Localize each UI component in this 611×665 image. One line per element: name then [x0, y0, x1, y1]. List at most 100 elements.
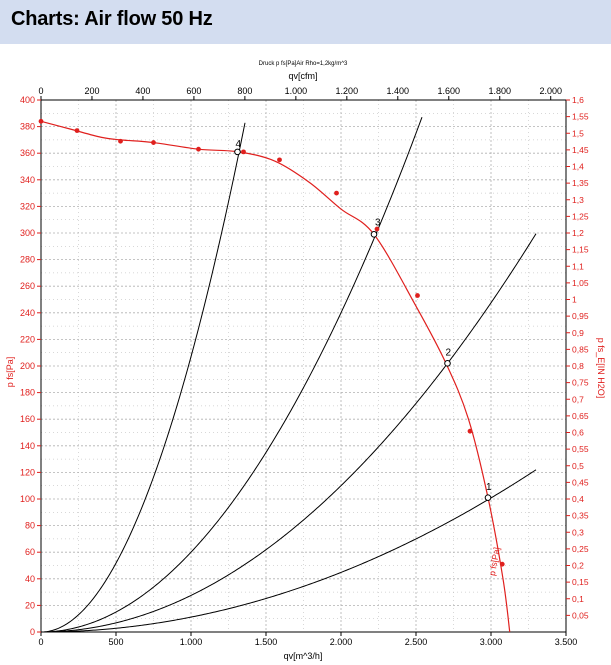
right-axis-tick-label: 0,75	[572, 378, 589, 388]
page-title: Charts: Air flow 50 Hz	[11, 8, 213, 30]
right-axis-tick-label: 0,4	[572, 494, 584, 504]
bottom-axis-tick-label: 3.500	[555, 637, 578, 647]
left-axis-tick-label: 80	[25, 521, 35, 531]
operating-point-label: 1	[486, 482, 492, 493]
left-axis-tick-label: 100	[20, 494, 35, 504]
top-axis-tick-label: 1.600	[438, 86, 461, 96]
operating-point-label: 2	[446, 348, 452, 359]
right-axis-tick-label: 0,65	[572, 411, 589, 421]
right-axis-tick-label: 1,2	[572, 228, 584, 238]
operating-point-label: 3	[375, 217, 381, 228]
fan-curve-marker	[74, 128, 80, 133]
operating-point-4	[234, 148, 241, 156]
left-axis-tick-label: 0	[30, 627, 35, 637]
left-axis-tick-label: 200	[20, 361, 35, 371]
bottom-axis-tick-label: 500	[108, 637, 123, 647]
right-axis-tick-label: 1	[572, 295, 577, 305]
right-axis-tick-label: 0,35	[572, 511, 589, 521]
fan-curve-marker	[374, 226, 380, 232]
right-axis-tick-label: 0,9	[572, 328, 584, 338]
top-axis-tick-label: 1.200	[336, 86, 359, 96]
fan-curve-label: p fs[Pa]	[487, 546, 502, 576]
fan-curve-marker	[277, 157, 282, 163]
fan-curve-marker	[499, 561, 505, 567]
left-axis-tick-label: 220	[20, 334, 35, 344]
right-axis-tick-label: 1,15	[572, 245, 589, 255]
left-axis-tick-label: 140	[20, 441, 35, 451]
right-axis-tick-label: 0,45	[572, 477, 589, 487]
left-axis-tick-label: 300	[20, 228, 35, 238]
chart-title: Druck p fs[Pa]Air Rho=1,2kg/m^3	[259, 61, 348, 67]
top-axis-tick-label: 800	[237, 86, 252, 96]
header-bar	[0, 0, 611, 44]
right-axis-tick-label: 1,6	[572, 95, 584, 105]
right-axis-tick-label: 0,05	[572, 610, 589, 620]
series: 4 3 2 1 p fs[Pa]	[38, 116, 537, 633]
left-axis-tick-label: 160	[20, 414, 35, 424]
top-axis-tick-label: 0	[38, 86, 43, 96]
right-axis-tick-label: 0,15	[572, 577, 589, 587]
right-axis-tick-label: 1,45	[572, 145, 589, 155]
left-axis-tick-label: 40	[25, 574, 35, 584]
right-axis-tick-label: 1,3	[572, 195, 584, 205]
bottom-axis-tick-label: 1.000	[180, 637, 203, 647]
bottom-axis-label: qv[m^3/h]	[284, 651, 323, 661]
operating-point-2	[444, 360, 451, 367]
fan-curve-marker	[241, 149, 246, 155]
right-axis-tick-label: 0,25	[572, 544, 589, 554]
fan-curve-marker	[467, 428, 473, 434]
right-axis-tick-label: 0,5	[572, 461, 584, 471]
right-axis-tick-label: 0,3	[572, 527, 584, 537]
right-axis-tick-label: 1,55	[572, 112, 589, 122]
top-axis-tick-label: 1.400	[387, 86, 410, 96]
left-axis-tick-label: 360	[20, 148, 35, 158]
right-axis-tick-label: 0,85	[572, 344, 589, 354]
left-axis-tick-label: 400	[20, 95, 35, 105]
fan-curve-marker	[38, 118, 44, 124]
bottom-axis-tick-label: 3.000	[480, 637, 503, 647]
left-axis-tick-label: 180	[20, 388, 35, 398]
left-axis-tick-label: 240	[20, 308, 35, 318]
left-axis-tick-label: 60	[25, 547, 35, 557]
right-axis-tick-label: 1,35	[572, 178, 589, 188]
grid	[40, 99, 567, 633]
right-axis-tick-label: 0,95	[572, 311, 589, 321]
system-curve-1	[41, 469, 537, 633]
left-axis-tick-label: 20	[25, 600, 35, 610]
right-axis-tick-label: 1,25	[572, 211, 589, 221]
operating-point-1	[484, 494, 492, 501]
system-curve-3	[40, 116, 423, 633]
right-axis-tick-label: 0,6	[572, 428, 584, 438]
top-axis-tick-label: 1.800	[488, 86, 511, 96]
bottom-axis-tick-label: 0	[38, 637, 43, 647]
fan-curve-marker	[118, 138, 123, 144]
left-axis-tick-label: 320	[20, 201, 35, 211]
bottom-axis-tick-label: 2.000	[330, 637, 353, 647]
right-axis-tick-label: 0,55	[572, 444, 589, 454]
system-curve-4	[40, 122, 246, 633]
right-axis-tick-label: 1,4	[572, 162, 584, 172]
top-axis-label: qv[cfm]	[288, 71, 317, 81]
right-axis-tick-label: 0,7	[572, 394, 584, 404]
right-axis-tick-label: 1,1	[572, 261, 584, 271]
fan-curve	[40, 120, 511, 633]
left-axis-tick-label: 380	[20, 122, 35, 132]
left-axis-tick-label: 340	[20, 175, 35, 185]
top-axis-tick-label: 200	[84, 86, 99, 96]
left-axis-tick-label: 260	[20, 281, 35, 291]
left-axis-tick-label: 120	[20, 467, 35, 477]
left-axis-tick-label: 280	[20, 255, 35, 265]
right-axis-tick-label: 0,8	[572, 361, 584, 371]
bottom-axis-tick-label: 1.500	[255, 637, 278, 647]
top-axis-tick-label: 600	[186, 86, 201, 96]
top-axis-tick-label: 1.000	[285, 86, 308, 96]
right-axis-tick-label: 1,5	[572, 128, 584, 138]
system-curve-2	[41, 233, 537, 633]
fan-curve-marker	[196, 146, 201, 152]
fan-curve-marker	[151, 140, 156, 145]
right-axis-tick-label: 1,05	[572, 278, 589, 288]
left-axis-label: p fs[Pa]	[5, 357, 15, 388]
operating-point-label: 4	[236, 139, 242, 150]
